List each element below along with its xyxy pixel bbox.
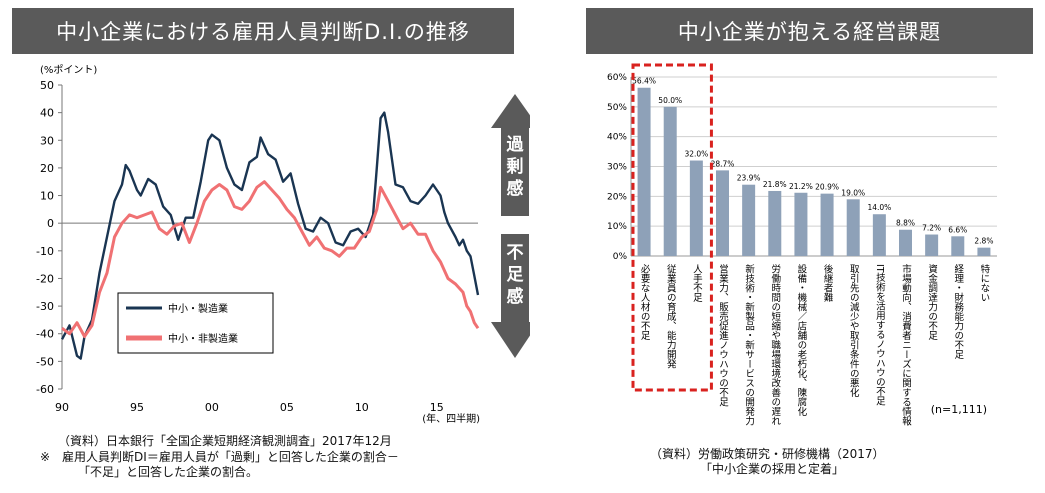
value-label: 7.2%: [922, 224, 941, 233]
y-tick-label: 20: [40, 162, 54, 175]
category-label: 人手不足: [691, 264, 703, 303]
y-tick-label: 50: [40, 79, 54, 92]
bar: [925, 234, 939, 256]
bar: [663, 106, 677, 256]
category-label: 後継者難: [822, 263, 834, 303]
left-definition-note-line2: 「不足」と回答した企業の割合。: [78, 465, 259, 479]
y-tick-label: 60%: [607, 73, 627, 83]
value-label: 8.8%: [896, 219, 915, 228]
arrow-up-label-char: 剰: [506, 157, 524, 177]
bar: [742, 184, 756, 256]
category-label: 新技術・新製品・新サービスの開発力: [743, 263, 755, 426]
bar: [951, 236, 965, 256]
arrow-down-label-char: 感: [507, 286, 524, 307]
arrow-down-head: [491, 322, 530, 358]
bar-chart: 60% 50% 40% 30% 20% 10% 0% 56.4% 必要な人材の不足 50.0% 従業…: [607, 63, 997, 426]
value-label: 32.0%: [684, 150, 708, 159]
x-axis-label: (年、四半期): [422, 412, 480, 425]
bar: [689, 160, 703, 256]
y-tick-label: -60: [36, 383, 54, 396]
value-label: 23.9%: [737, 174, 761, 183]
left-definition-note-line1: ※ 雇用人員判断DI＝雇用人員が「過剰」と回答した企業の割合－: [40, 450, 399, 464]
x-tick-label: 00: [205, 401, 219, 414]
right-source-note-line1: （資料）労働政策研究・研修機構（2017）: [650, 447, 885, 461]
bar: [899, 229, 912, 256]
value-label: 14.0%: [867, 203, 891, 212]
value-label: 2.8%: [974, 237, 993, 246]
category-label: 市場動向、消費者ニーズに関する情報: [900, 263, 912, 426]
arrow-down-label-char: 足: [507, 265, 524, 285]
x-tick-label: 95: [130, 401, 144, 414]
right-source-note-line2: 「中小企業の採用と定着」: [700, 462, 845, 476]
y-tick-label: 10%: [607, 222, 627, 232]
category-label: 従業員の育成、能力開発: [665, 263, 677, 369]
legend-label: 中小・製造業: [168, 302, 228, 315]
highlight-dashed-box: [631, 63, 713, 392]
value-label: 19.0%: [841, 188, 865, 197]
x-tick-label: 05: [280, 401, 294, 414]
bar: [872, 214, 886, 256]
arrow-down-label-char: 不: [507, 243, 524, 263]
y-tick-label: 0: [47, 217, 54, 230]
x-tick-label: 90: [55, 401, 69, 414]
series-line-non-manufacturing: [61, 180, 480, 338]
category-label: IT技術を活用するノウハウの不足: [874, 264, 886, 406]
y-tick-label: 30%: [607, 163, 627, 173]
legend-label: 中小・非製造業: [168, 332, 238, 345]
y-tick-label: 20%: [607, 192, 627, 202]
arrow-up-label-char: 過: [507, 135, 525, 155]
x-tick-label: 10: [355, 401, 369, 414]
arrow-up-label-char: 感: [507, 178, 524, 199]
category-label: 資金調達力の不足: [926, 263, 938, 341]
y-tick-label: 0%: [613, 252, 628, 262]
right-chart-title: 中小企業が抱える経営課題: [586, 8, 1033, 54]
y-tick-label: -50: [36, 355, 54, 368]
y-tick-label: -10: [36, 245, 54, 258]
bar: [846, 199, 860, 256]
category-label: 特にない: [978, 263, 990, 302]
value-label: 28.7%: [711, 159, 735, 168]
category-label: 設備・機械／店舗の老朽化、陳腐化: [795, 263, 807, 417]
y-tick-label: 50%: [607, 103, 627, 113]
y-axis-label: (%ポイント): [40, 64, 97, 76]
left-chart-title: 中小企業における雇用人員判断D.I.の推移: [12, 8, 514, 54]
category-label: 必要な人材の不足: [639, 263, 651, 341]
arrow-down-shaft: [501, 234, 529, 322]
bar: [977, 247, 991, 256]
value-label: 21.2%: [789, 182, 813, 191]
bar: [768, 190, 782, 256]
y-tick-label: 40: [40, 107, 54, 120]
y-tick-label: -40: [36, 328, 54, 341]
y-tick-label: 30: [40, 134, 54, 147]
category-label: 経理・財務能力の不足: [952, 263, 964, 360]
series-line-manufacturing: [60, 111, 480, 360]
legend-box: [117, 292, 274, 354]
x-tick-label: 15: [430, 401, 444, 414]
y-tick-label: -30: [36, 300, 54, 313]
bar: [794, 192, 808, 256]
y-tick-label: 10: [40, 190, 54, 203]
category-label: 営業力、販売促進ノウハウの不足: [717, 263, 729, 407]
y-tick-label: 40%: [607, 133, 627, 143]
value-label: 20.9%: [815, 183, 839, 192]
y-tick-label: -20: [36, 272, 54, 285]
left-source-note: （資料）日本銀行「全国企業短期経済観測調査」2017年12月: [58, 434, 392, 448]
category-label: 取引先の減少や取引条件の悪化: [848, 264, 860, 398]
arrow-up-head: [491, 94, 530, 128]
value-label: 21.8%: [763, 180, 787, 189]
bar: [637, 87, 651, 257]
value-label: 56.4%: [632, 77, 656, 86]
sample-size-label: (n=1,111): [931, 403, 987, 416]
bar: [716, 170, 729, 256]
value-label: 50.0%: [658, 96, 682, 105]
bar: [820, 193, 834, 256]
category-label: 労働時間の短縮や職場環境改善の遅れ: [769, 263, 781, 425]
value-label: 6.6%: [948, 225, 967, 234]
arrow-up-shaft: [501, 128, 529, 216]
